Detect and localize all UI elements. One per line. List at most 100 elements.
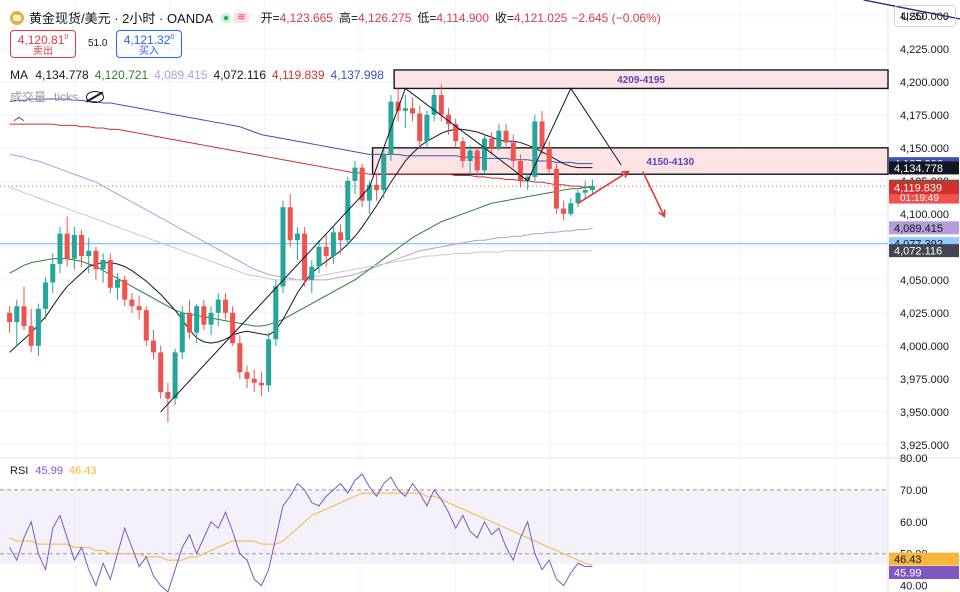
candle-body: [402, 108, 408, 111]
ma-line-0: [9, 98, 593, 165]
candle-body: [309, 266, 315, 280]
volume-label: 成交量: [10, 90, 47, 104]
rsi-tag-0: [889, 552, 959, 566]
candle-body: [237, 343, 243, 373]
y-tick-9: 4,025.000: [900, 308, 949, 320]
ohlc-values: 开=4,123.665 高=4,126.275 低=4,114.900 收=4,121…: [259, 9, 665, 26]
ma-value-1: 4,120.721: [94, 68, 149, 82]
candle-body: [352, 167, 358, 181]
rsi-tick-2: 60.00: [900, 517, 928, 529]
ohlc-key-2: 低=: [417, 11, 437, 25]
volume-legend[interactable]: 成交量 ticks: [10, 88, 105, 105]
sell-price-sup: 0: [64, 34, 69, 41]
ohlc-value-4: −2.645 (−0.06%): [571, 11, 661, 25]
candle-body: [510, 142, 516, 162]
candle-body: [230, 312, 236, 344]
ohlc-key-3: 收=: [494, 11, 514, 25]
candle-body: [150, 340, 157, 353]
candle-body: [143, 310, 149, 341]
zone-label-0: 4209-4195: [617, 75, 665, 86]
candle-body: [201, 306, 207, 325]
price-tag-label-5: 4,089.415: [894, 223, 943, 235]
ma-value-5: 4,137.998: [330, 68, 384, 82]
candle-body: [553, 168, 559, 209]
candle-body: [28, 326, 34, 346]
candle-body: [172, 352, 178, 399]
candle-body: [417, 113, 423, 142]
y-tick-11: 3,975.000: [900, 374, 949, 386]
candle-body: [539, 121, 545, 148]
ma-line-3: [9, 185, 593, 327]
hide-volume-icon[interactable]: [86, 90, 105, 103]
rsi-tag-label-0: 46.43: [894, 554, 922, 566]
candle-body: [266, 339, 272, 386]
candle-body: [575, 192, 581, 204]
sell-button[interactable]: 4,120.810 卖出: [10, 30, 76, 58]
collapse-legend-icon[interactable]: ︿: [13, 111, 25, 123]
candle-body: [21, 306, 27, 327]
candle-body: [194, 306, 200, 333]
ma-value-2: 4,089.415: [154, 68, 208, 82]
price-tag-7: [889, 244, 959, 258]
y-tick-0: 4,250.000: [900, 11, 949, 23]
candle-body: [222, 299, 228, 313]
rsi-tick-4: 40.00: [900, 581, 928, 592]
zone-label-1: 4150-4130: [646, 157, 694, 168]
candle-body: [43, 282, 49, 309]
rsi-tag-label-1: 45.99: [894, 568, 922, 580]
currency-select[interactable]: USD ⌄: [894, 5, 956, 27]
y-tick-1: 4,225.000: [900, 44, 949, 56]
candle-body: [474, 150, 480, 171]
candle-body: [122, 279, 128, 300]
rsi-line: [9, 473, 593, 592]
rsi-tick-0: 80.00: [900, 453, 928, 465]
candle-body: [316, 246, 322, 267]
candle-body: [453, 124, 459, 142]
candle-body: [86, 250, 92, 257]
candle-body: [7, 312, 13, 323]
candle-body: [165, 392, 171, 399]
symbol-title[interactable]: 黄金现货/美元 · 2小时 · OANDA: [29, 11, 214, 26]
candle-body: [35, 308, 41, 346]
currency-value: USD: [901, 11, 925, 23]
candle-body: [129, 299, 135, 307]
candle-body: [338, 232, 344, 241]
rsi-value-0: 45.99: [35, 465, 63, 477]
candle-body: [50, 263, 56, 283]
ma-legend[interactable]: MA 4,134.778 4,120.721 4,089.415 4,072.116 4…: [10, 68, 390, 82]
candle-body: [186, 312, 192, 333]
candle-body: [546, 147, 552, 169]
candle-body: [424, 114, 430, 142]
candle-body: [460, 141, 466, 162]
wave-icon[interactable]: ≋: [234, 12, 249, 23]
rsi-legend[interactable]: RSI 45.99 46.43: [10, 465, 102, 477]
gold-symbol-icon[interactable]: [10, 10, 24, 25]
candle-body: [273, 286, 279, 340]
arrow-down: [642, 171, 666, 217]
y-tick-6: 4,100.000: [900, 209, 949, 221]
buy-button[interactable]: 4,121.320 买入: [116, 30, 182, 58]
ma-value-0: 4,134.778: [35, 68, 89, 82]
volume-sub: ticks: [54, 89, 79, 104]
candle-body: [517, 161, 523, 181]
candle-body: [525, 176, 531, 181]
arrow-up-head: [621, 170, 630, 179]
candle-body: [445, 114, 452, 125]
candle-body: [481, 138, 487, 171]
rsi-tag-1: [889, 566, 959, 580]
trend-line: [863, 0, 960, 20]
zone-1: [371, 147, 889, 175]
candle-body: [158, 352, 164, 393]
candle-body: [532, 121, 538, 177]
candle-body: [496, 130, 502, 148]
price-tag-label-4: 4,119.839: [894, 183, 942, 195]
ohlc-value-3: 4,121.025: [513, 11, 568, 25]
y-tick-2: 4,200.000: [900, 77, 949, 89]
candle-body: [366, 184, 372, 201]
candle-body: [323, 246, 329, 257]
buy-price-sup: 0: [170, 34, 175, 41]
rsi-label: RSI: [10, 465, 29, 477]
candle-body: [107, 260, 113, 288]
candle-body: [79, 234, 85, 257]
